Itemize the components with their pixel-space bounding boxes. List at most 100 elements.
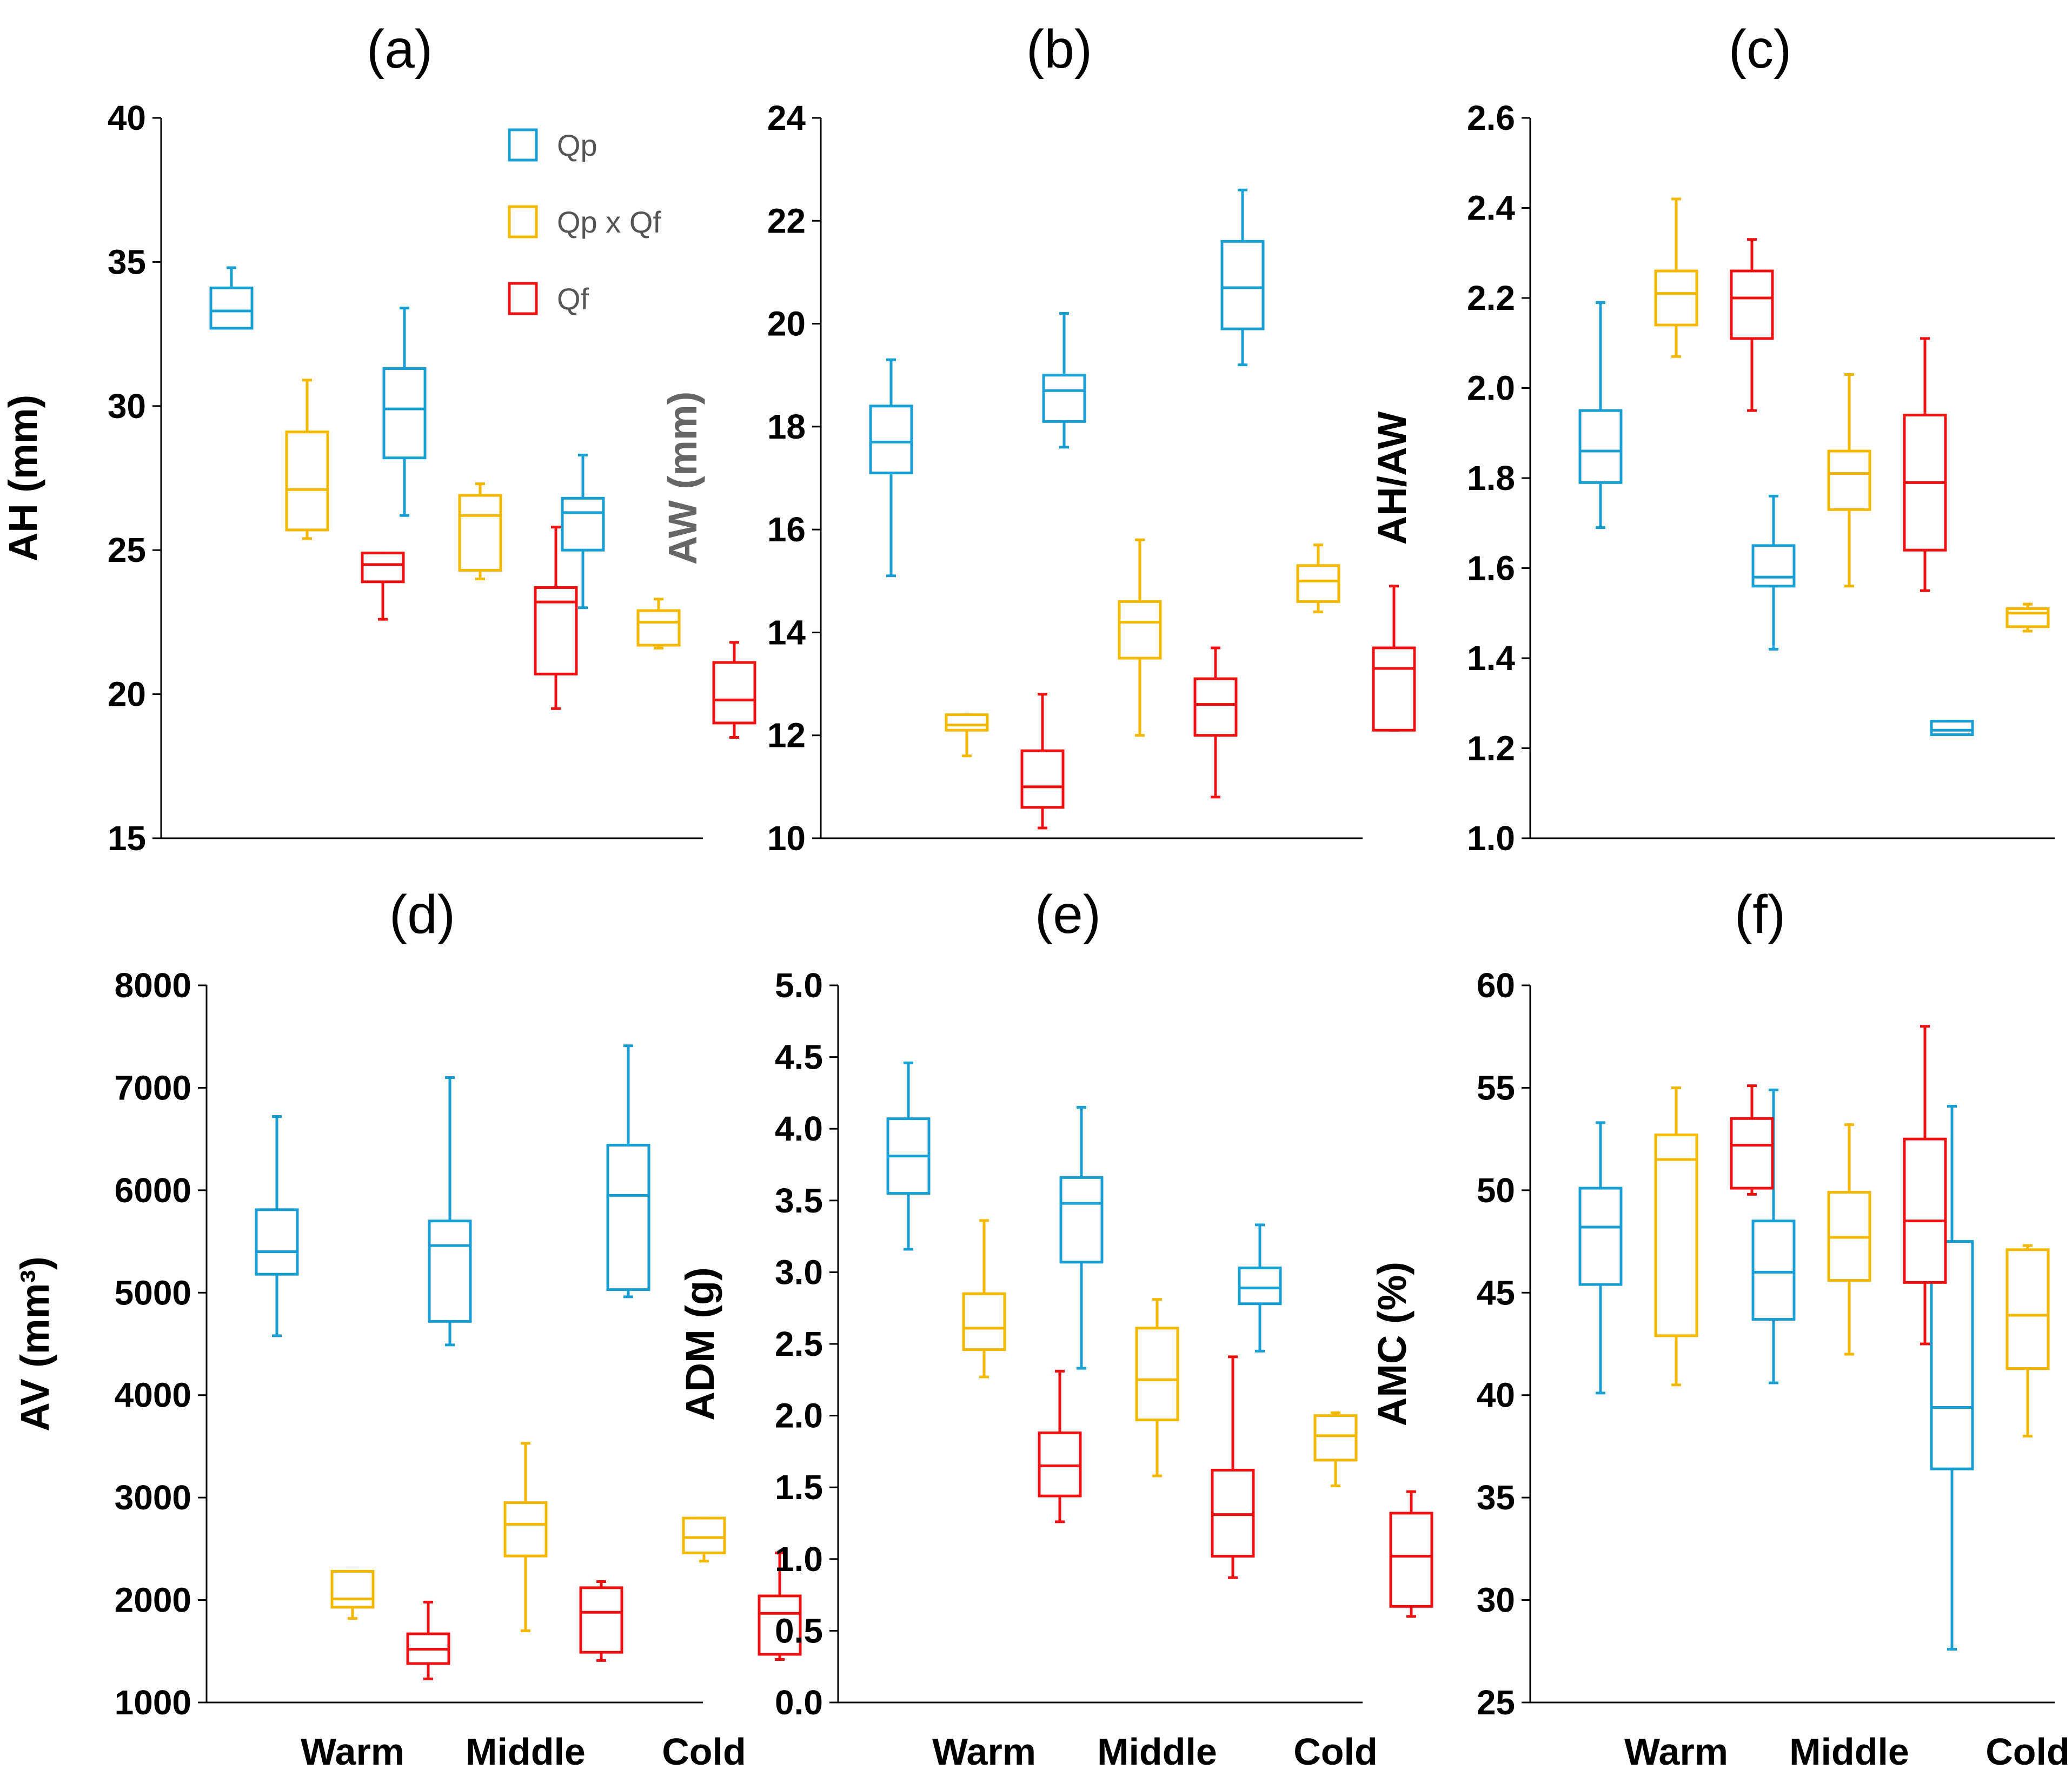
box-iqr — [682, 1516, 726, 1554]
box-iqr — [1751, 544, 1796, 588]
box-Qp-middle — [1042, 312, 1086, 449]
box-Qf-warm — [1038, 1369, 1082, 1523]
x-category-label: Middle — [1097, 1731, 1217, 1773]
y-axis-title: AH (mm) — [1, 395, 45, 561]
box-iqr — [1654, 269, 1698, 327]
box-QpxQf-cold — [1313, 1411, 1358, 1488]
y-tick-label: 8000 — [115, 966, 191, 1005]
y-tick-label: 25 — [1477, 1683, 1515, 1722]
y-tick-label: 12 — [767, 716, 806, 755]
x-category-label: Warm — [1624, 1731, 1728, 1773]
box-iqr — [458, 494, 502, 572]
y-tick-label: 2.0 — [1467, 369, 1515, 408]
box-iqr — [758, 1594, 802, 1656]
x-category-label: Warm — [932, 1731, 1036, 1773]
y-axis-title: AW (mm) — [660, 392, 705, 565]
box-iqr — [712, 661, 756, 725]
box-iqr — [1903, 1137, 1947, 1284]
y-tick-label: 0.5 — [775, 1611, 823, 1650]
panel-label: (e) — [1035, 884, 1101, 945]
box-iqr — [285, 430, 329, 532]
box-Qf-warm — [1020, 693, 1065, 830]
box-Qp-cold — [1930, 720, 1974, 737]
box-Qf-middle — [1211, 1355, 1255, 1579]
box-Qf-cold — [712, 641, 756, 739]
box-QpxQf-cold — [2005, 602, 2050, 633]
y-tick-label: 25 — [108, 531, 146, 569]
box-Qp-middle — [428, 1076, 472, 1347]
y-tick-label: 1000 — [115, 1683, 191, 1722]
box-Qf-warm — [406, 1600, 450, 1680]
box-Qf-warm — [1730, 1084, 1774, 1196]
y-tick-label: 6000 — [115, 1171, 191, 1210]
y-tick-label: 1.5 — [775, 1468, 823, 1507]
y-tick-label: 50 — [1477, 1171, 1515, 1210]
y-tick-label: 30 — [1477, 1581, 1515, 1620]
y-tick-label: 14 — [767, 613, 806, 652]
box-iqr — [1930, 720, 1974, 737]
panel-label: (b) — [1026, 19, 1092, 79]
box-QpxQf-cold — [1296, 544, 1340, 613]
box-iqr — [2005, 1248, 2050, 1370]
box-QpxQf-warm — [962, 1219, 1006, 1379]
box-Qp-warm — [1578, 1121, 1623, 1395]
box-iqr — [1372, 646, 1416, 732]
box-iqr — [1296, 564, 1340, 603]
y-tick-label: 24 — [767, 98, 806, 137]
x-category-label: Warm — [301, 1731, 404, 1773]
y-tick-label: 16 — [767, 510, 806, 549]
y-tick-label: 3.5 — [775, 1181, 823, 1220]
box-QpxQf-middle — [503, 1442, 548, 1632]
panel-d: (d) 1000 2000 3000 4000 5000 6000 7000 8000 AV (m… — [12, 884, 802, 1773]
legend-label: Qf — [557, 282, 589, 316]
legend-swatch-QpxQf — [508, 205, 538, 238]
y-tick-label: 20 — [767, 304, 806, 343]
box-iqr — [1220, 240, 1265, 330]
legend-label: Qp x Qf — [557, 205, 661, 239]
box-QpxQf-middle — [1827, 373, 1871, 588]
box-Qp-warm — [1578, 301, 1623, 529]
box-Qf-middle — [1193, 646, 1238, 799]
y-tick-label: 5000 — [115, 1273, 191, 1312]
panel-f: (f) 25 30 35 40 45 50 55 60 AMC (%) Warm Middle Cold — [1370, 884, 2070, 1773]
box-Qp-cold — [1238, 1223, 1282, 1353]
box-iqr — [606, 1144, 650, 1291]
box-iqr — [1193, 677, 1238, 737]
legend-label: Qp — [557, 128, 597, 162]
box-iqr — [579, 1586, 623, 1654]
box-Qf-warm — [1730, 238, 1774, 412]
y-tick-label: 30 — [108, 387, 146, 426]
box-iqr — [1827, 449, 1871, 511]
y-tick-label: 22 — [767, 201, 806, 240]
y-tick-label: 20 — [108, 675, 146, 714]
box-iqr — [1059, 1176, 1104, 1264]
box-iqr — [636, 609, 681, 647]
box-QpxQf-cold — [2005, 1244, 2050, 1437]
box-iqr — [2005, 607, 2050, 628]
y-tick-label: 40 — [108, 98, 146, 137]
y-tick-label: 40 — [1477, 1376, 1515, 1415]
y-tick-label: 2.4 — [1467, 189, 1515, 228]
box-iqr — [1313, 1414, 1358, 1462]
y-tick-label: 55 — [1477, 1068, 1515, 1107]
box-QpxQf-middle — [458, 482, 502, 580]
box-Qf-middle — [1903, 337, 1947, 592]
y-axis-title: AMC (%) — [1370, 1262, 1414, 1426]
legend: Qp Qp x Qf Qf — [508, 128, 661, 316]
box-Qp-warm — [255, 1115, 299, 1337]
panel-label: (d) — [389, 884, 455, 945]
box-QpxQf-warm — [330, 1570, 375, 1620]
y-tick-label: 45 — [1477, 1273, 1515, 1312]
box-QpxQf-middle — [1118, 538, 1162, 737]
box-Qf-warm — [361, 552, 405, 621]
box-iqr — [361, 552, 405, 584]
y-tick-label: 0.0 — [775, 1683, 823, 1722]
box-Qf-cold — [1372, 585, 1416, 732]
legend-swatch-Qf — [508, 282, 538, 315]
box-Qf-middle — [579, 1580, 623, 1662]
x-category-label: Cold — [1985, 1731, 2070, 1773]
box-iqr — [1751, 1220, 1796, 1321]
box-iqr — [330, 1570, 375, 1609]
box-Qf-cold — [1389, 1490, 1433, 1618]
box-QpxQf-middle — [1135, 1298, 1179, 1477]
